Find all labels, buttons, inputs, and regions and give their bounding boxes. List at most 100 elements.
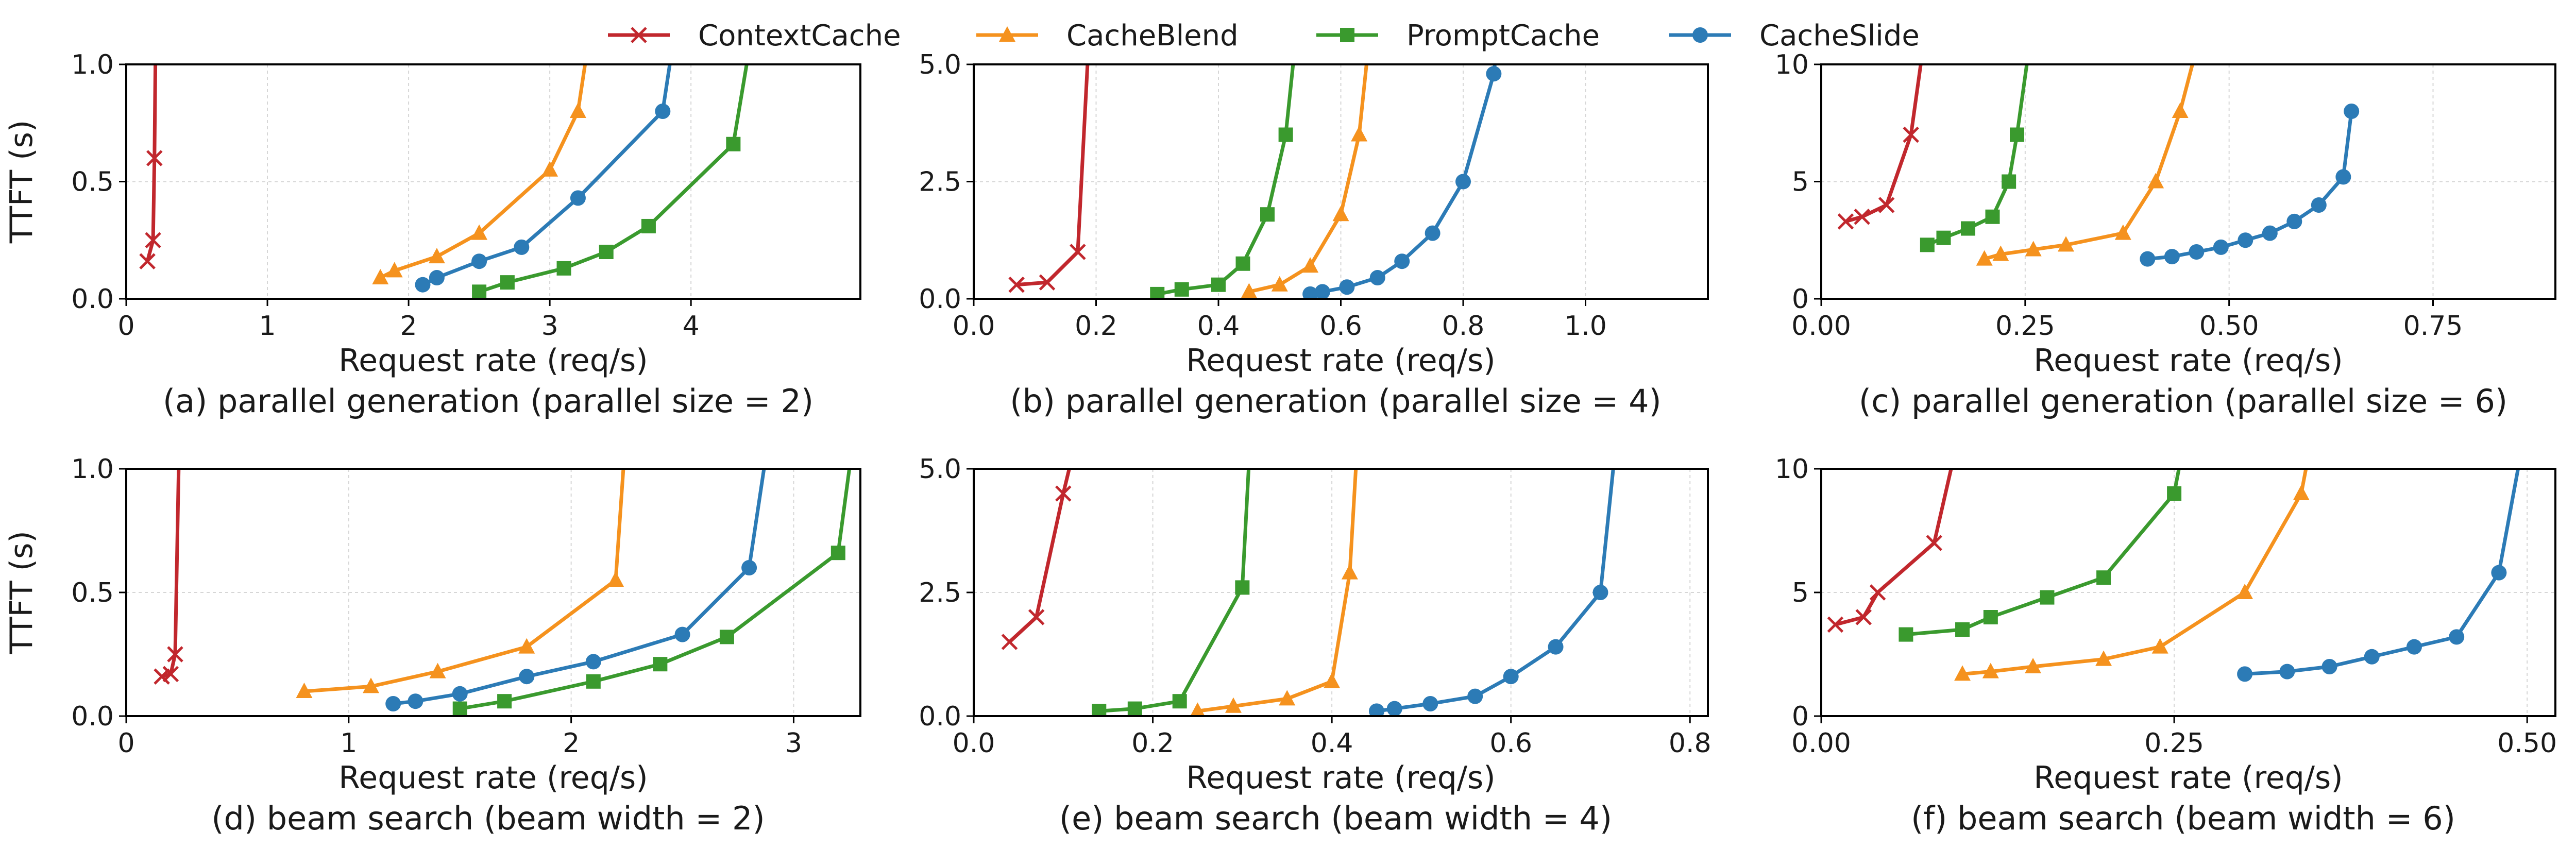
panel-f: 0.00 0.25 0.50 0 5 10 Request rate (req/s) (f) … bbox=[1775, 454, 2557, 837]
x-tick-label: 0.4 bbox=[1311, 728, 1353, 759]
y-tick-label: 2.5 bbox=[919, 578, 961, 608]
series-cacheslide bbox=[1369, 469, 1615, 716]
data-point bbox=[1127, 701, 1142, 716]
data-point bbox=[1422, 696, 1438, 711]
legend-entry-promptcache: PromptCache bbox=[1316, 19, 1600, 53]
series-line-cacheblend bbox=[304, 469, 625, 693]
data-point bbox=[1369, 703, 1385, 716]
x-tick-label: 2 bbox=[563, 728, 580, 759]
data-point bbox=[386, 262, 403, 278]
data-point bbox=[741, 560, 757, 575]
series-line-cacheslide bbox=[393, 469, 766, 706]
data-point bbox=[1899, 627, 1913, 642]
data-point bbox=[2189, 244, 2205, 260]
data-point bbox=[2095, 650, 2112, 666]
legend-label: CacheSlide bbox=[1759, 19, 1920, 53]
data-point bbox=[518, 638, 535, 654]
data-point bbox=[1039, 274, 1056, 291]
data-point bbox=[139, 253, 156, 269]
series-promptcache bbox=[1150, 64, 1295, 299]
y-tick-label: 5.0 bbox=[919, 49, 961, 80]
data-point bbox=[2335, 169, 2351, 185]
series-line-cacheslide bbox=[1376, 469, 1615, 713]
series-line-cacheblend bbox=[1962, 469, 2308, 676]
series-promptcache bbox=[1899, 469, 2182, 642]
data-point bbox=[2238, 232, 2253, 248]
x-tick-label: 0.00 bbox=[1791, 728, 1851, 759]
x-tick-label: 0.8 bbox=[1442, 311, 1485, 342]
data-point bbox=[1936, 230, 1951, 245]
data-point bbox=[1008, 276, 1025, 293]
data-point bbox=[2286, 213, 2302, 229]
data-point bbox=[586, 674, 601, 689]
data-point bbox=[1903, 126, 1919, 143]
data-point bbox=[2449, 629, 2465, 645]
plot-area bbox=[1837, 64, 2360, 267]
series-line-cacheslide bbox=[1310, 64, 1497, 296]
data-point bbox=[2058, 236, 2074, 252]
x-tick-label: 0.8 bbox=[1669, 728, 1711, 759]
data-point bbox=[1211, 277, 1226, 292]
data-point bbox=[1386, 701, 1402, 716]
series-line-cacheslide bbox=[2147, 111, 2353, 261]
legend-label: PromptCache bbox=[1406, 19, 1600, 53]
data-point bbox=[1172, 694, 1187, 709]
data-point bbox=[1486, 66, 1502, 82]
subplot-caption: (f) beam search (beam width = 6) bbox=[1911, 800, 2455, 837]
data-point bbox=[415, 277, 431, 293]
panel-a: 0 1 2 3 4 0.0 0.5 1.0 Request rate (req/s) TTFT (… bbox=[4, 49, 861, 420]
data-point bbox=[1869, 584, 1886, 601]
legend-entry-cacheblend: CacheBlend bbox=[976, 19, 1239, 53]
legend-marker-cacheslide bbox=[1692, 27, 1708, 43]
data-point bbox=[1425, 225, 1440, 241]
data-point bbox=[653, 657, 668, 672]
series-line-cacheblend bbox=[1248, 64, 1368, 294]
x-tick-label: 1.0 bbox=[1564, 311, 1607, 342]
data-point bbox=[2321, 659, 2337, 674]
data-point bbox=[1225, 697, 1242, 713]
plot-area bbox=[1001, 469, 1615, 716]
data-point bbox=[655, 104, 671, 119]
series-line-cacheblend bbox=[1984, 64, 2195, 261]
gridlines bbox=[1821, 64, 2555, 299]
series-cacheslide bbox=[415, 64, 672, 293]
data-point bbox=[1302, 286, 1318, 299]
x-axis-label: Request rate (req/s) bbox=[1186, 343, 1495, 379]
data-point bbox=[472, 284, 487, 299]
data-point bbox=[1341, 564, 1358, 580]
data-point bbox=[1260, 207, 1275, 222]
series-cacheslide bbox=[2140, 104, 2360, 267]
data-point bbox=[452, 701, 467, 716]
data-point bbox=[1055, 485, 1072, 502]
series-line-contextcache bbox=[1835, 469, 1953, 626]
gridlines bbox=[1821, 468, 2555, 717]
data-point bbox=[1235, 256, 1250, 271]
x-axis-label: Request rate (req/s) bbox=[338, 760, 648, 796]
data-point bbox=[1467, 688, 1483, 704]
data-point bbox=[1241, 283, 1258, 299]
data-point bbox=[2040, 590, 2055, 605]
y-tick-label: 1.0 bbox=[71, 454, 114, 485]
plot-area bbox=[1008, 64, 1502, 299]
x-tick-label: 0.0 bbox=[953, 311, 995, 342]
data-point bbox=[167, 646, 183, 663]
subplot-caption: (c) parallel generation (parallel size =… bbox=[1859, 382, 2507, 420]
series-contextcache bbox=[1001, 469, 1072, 650]
x-tick-label: 0.00 bbox=[1791, 311, 1851, 342]
series-line-contextcache bbox=[161, 469, 181, 678]
data-point bbox=[2002, 174, 2016, 189]
data-point bbox=[2010, 127, 2024, 142]
data-point bbox=[1332, 206, 1349, 222]
y-tick-label: 0 bbox=[1792, 701, 1809, 732]
x-tick-label: 0.2 bbox=[1131, 728, 1174, 759]
series-cacheblend bbox=[296, 469, 625, 698]
series-line-promptcache bbox=[1157, 64, 1295, 296]
gridlines bbox=[973, 64, 1708, 299]
x-tick-label: 3 bbox=[541, 311, 558, 342]
data-point bbox=[1548, 639, 1564, 655]
data-point bbox=[2172, 103, 2189, 118]
series-line-cacheblend bbox=[1197, 469, 1358, 713]
x-axis-label: Request rate (req/s) bbox=[2033, 760, 2343, 796]
x-tick-label: 0 bbox=[117, 728, 134, 759]
data-point bbox=[514, 239, 530, 255]
